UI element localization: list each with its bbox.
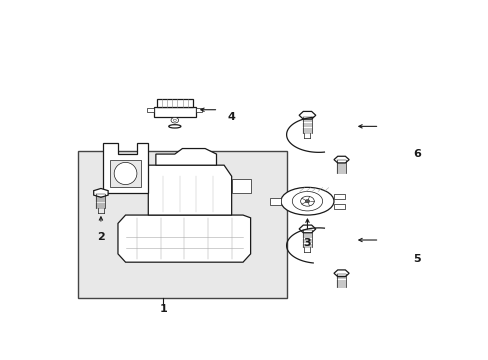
Polygon shape bbox=[333, 204, 345, 209]
Text: 3: 3 bbox=[303, 238, 311, 248]
Text: 2: 2 bbox=[97, 232, 104, 242]
Polygon shape bbox=[299, 225, 315, 233]
Polygon shape bbox=[78, 151, 286, 298]
Text: 1: 1 bbox=[159, 304, 167, 314]
Polygon shape bbox=[269, 198, 280, 204]
Polygon shape bbox=[118, 215, 250, 262]
Polygon shape bbox=[110, 159, 141, 187]
Polygon shape bbox=[195, 108, 202, 112]
Polygon shape bbox=[156, 99, 193, 107]
Polygon shape bbox=[94, 188, 108, 197]
Circle shape bbox=[171, 117, 178, 123]
Circle shape bbox=[173, 119, 176, 121]
Text: 4: 4 bbox=[227, 112, 235, 122]
Text: 6: 6 bbox=[413, 149, 421, 159]
Polygon shape bbox=[148, 165, 231, 215]
Ellipse shape bbox=[114, 162, 137, 185]
Polygon shape bbox=[147, 108, 154, 112]
Polygon shape bbox=[333, 156, 348, 163]
Polygon shape bbox=[231, 179, 250, 193]
Polygon shape bbox=[102, 143, 148, 193]
Ellipse shape bbox=[280, 187, 333, 215]
Ellipse shape bbox=[168, 125, 181, 128]
Polygon shape bbox=[299, 112, 315, 119]
Circle shape bbox=[300, 196, 314, 206]
Polygon shape bbox=[333, 270, 348, 276]
Circle shape bbox=[305, 199, 309, 203]
Text: 5: 5 bbox=[413, 255, 420, 264]
Ellipse shape bbox=[292, 192, 322, 211]
Polygon shape bbox=[156, 149, 216, 165]
Polygon shape bbox=[154, 107, 195, 117]
Polygon shape bbox=[333, 194, 345, 199]
